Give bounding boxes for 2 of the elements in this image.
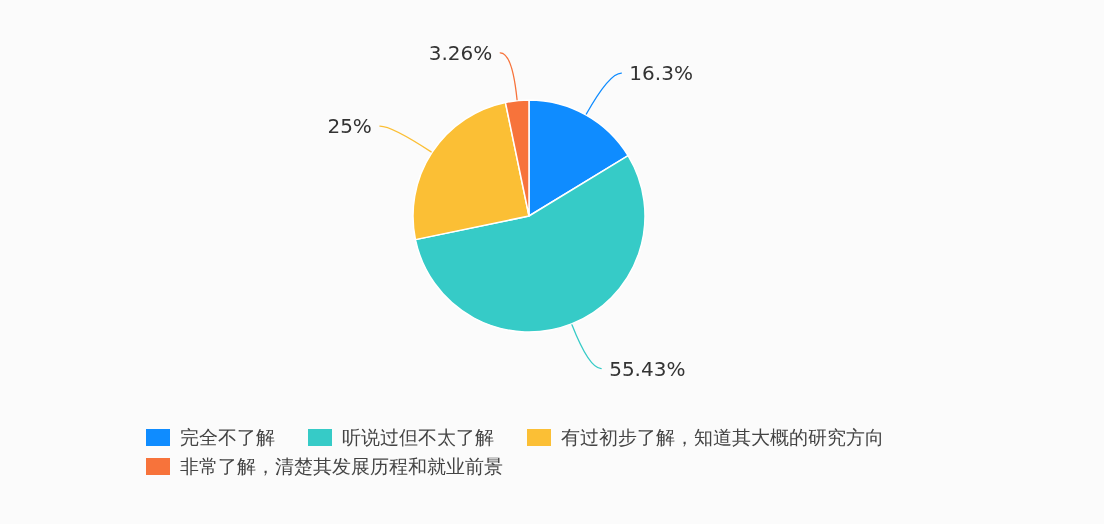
legend-label: 听说过但不太了解 xyxy=(342,426,494,448)
legend-label: 完全不了解 xyxy=(180,426,275,448)
